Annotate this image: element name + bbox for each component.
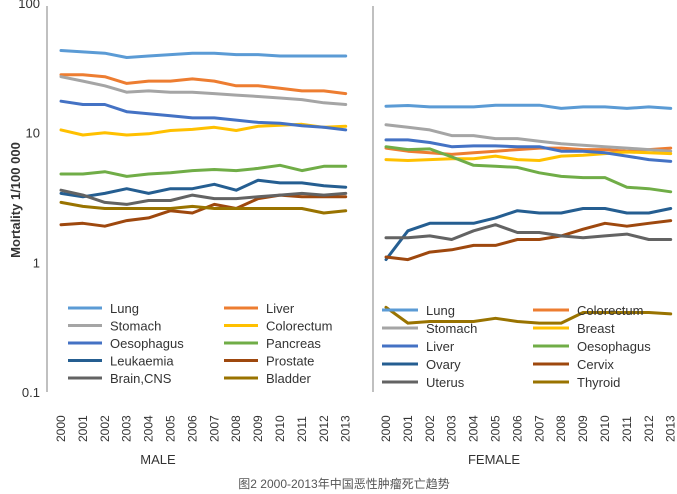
x-tick-label: 2012: [642, 415, 656, 442]
series-line-prostate: [59, 193, 348, 228]
legend-label: Thyroid: [577, 375, 620, 390]
series-line-uterus: [384, 223, 673, 241]
legend-label: Bladder: [266, 371, 311, 386]
x-tick-label: 2005: [489, 415, 503, 442]
x-tick-label: 2000: [54, 415, 68, 442]
legend-label: Uterus: [426, 375, 465, 390]
x-tick-label: 2006: [185, 415, 199, 442]
legend-label: Colorectum: [577, 303, 643, 318]
panel-label: MALE: [140, 452, 176, 467]
x-tick-label: 2008: [554, 415, 568, 442]
x-tick-label: 2003: [445, 415, 459, 442]
legend-label: Brain,CNS: [110, 371, 172, 386]
male-panel: 0.1 1 10 100 2000 2001 2002 2003 2004 2005 2006 200…: [18, 0, 352, 467]
x-tick-label: 2011: [295, 416, 309, 442]
x-tick-label: 2005: [164, 415, 178, 442]
x-tick-label: 2010: [273, 415, 287, 442]
legend-label: Breast: [577, 321, 615, 336]
legend-label: Pancreas: [266, 336, 321, 351]
x-tick-label: 2012: [317, 415, 331, 442]
x-tick-label: 2008: [229, 415, 243, 442]
series-line-liver: [59, 73, 348, 96]
legend-label: Prostate: [266, 354, 314, 369]
x-tick-label: 2009: [576, 415, 590, 442]
series-line-cervix: [384, 219, 673, 262]
x-tick-label: 2006: [510, 415, 524, 442]
x-tick-label: 2004: [467, 415, 481, 442]
series-line-stomach: [384, 123, 673, 153]
x-tick-label: 2011: [620, 416, 634, 442]
x-tick-label: 2001: [76, 415, 90, 442]
legend-label: Oesophagus: [110, 336, 184, 351]
legend-label: Ovary: [426, 357, 461, 372]
y-axis-title: Mortality 1/100 000: [8, 142, 23, 258]
legend-label: Cervix: [577, 357, 614, 372]
y-tick-label: 10: [26, 126, 40, 141]
series-line-oesophagus: [384, 145, 673, 194]
x-tick-label: 2002: [423, 415, 437, 442]
legend-label: Lung: [426, 303, 455, 318]
y-tick-label: 100: [18, 0, 40, 11]
x-tick-label: 2001: [401, 415, 415, 442]
series-line-stomach: [59, 75, 348, 106]
x-tick-label: 2007: [532, 415, 546, 442]
legend-label: Lung: [110, 301, 139, 316]
x-tick-label: 2010: [598, 415, 612, 442]
x-tick-label: 2007: [207, 415, 221, 442]
series-line-pancreas: [59, 163, 348, 178]
series-line-ovary: [384, 207, 673, 262]
series-line-liver: [384, 138, 673, 163]
series-line-leukaemia: [59, 178, 348, 199]
y-tick-label: 0.1: [22, 385, 40, 400]
series-line-lung: [384, 103, 673, 110]
x-tick-label: 2003: [120, 415, 134, 442]
female-panel: 2000 2001 2002 2003 2004 2005 2006 2007 2008 2009…: [372, 6, 677, 467]
series-line-bladder: [59, 200, 348, 215]
x-tick-label: 2004: [142, 415, 156, 442]
x-tick-label: 2013: [664, 415, 677, 442]
series-line-oesophagus: [59, 99, 348, 132]
legend-label: Liver: [426, 339, 455, 354]
x-tick-label: 2000: [379, 415, 393, 442]
x-tick-label: 2013: [339, 415, 353, 442]
x-tick-label: 2009: [251, 415, 265, 442]
figure-caption: 图2 2000-2013年中国恶性肿瘤死亡趋势: [238, 476, 449, 491]
legend-label: Leukaemia: [110, 354, 174, 369]
series-line-brain-cns: [59, 188, 348, 206]
y-tick-label: 1: [33, 255, 40, 270]
x-tick-label: 2002: [98, 415, 112, 442]
panel-label: FEMALE: [468, 452, 520, 467]
legend-label: Colorectum: [266, 319, 332, 334]
legend-label: Oesophagus: [577, 339, 651, 354]
series-line-thyroid: [384, 305, 673, 325]
legend-label: Liver: [266, 301, 295, 316]
series-line-lung: [59, 49, 348, 59]
legend-label: Stomach: [110, 319, 161, 334]
legend-label: Stomach: [426, 321, 477, 336]
series-line-breast: [384, 150, 673, 162]
